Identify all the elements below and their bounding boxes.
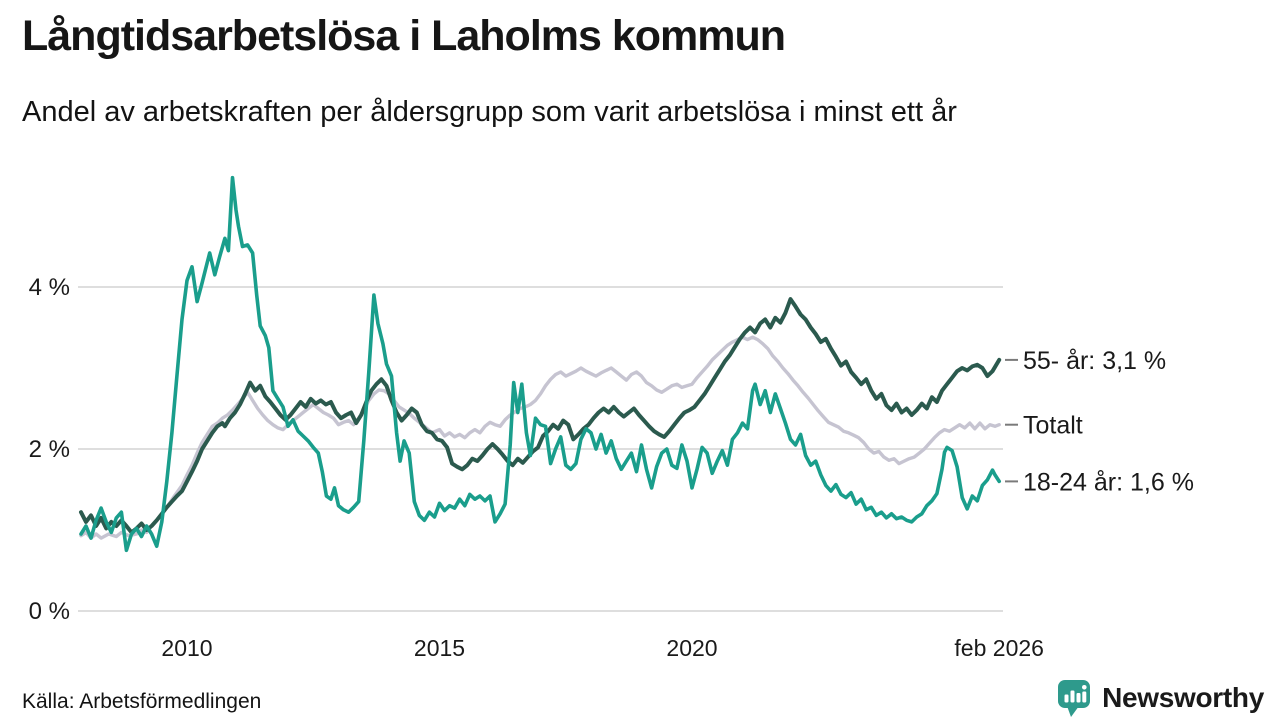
- x-tick-label: feb 2026: [954, 635, 1044, 661]
- brand-name: Newsworthy: [1102, 682, 1264, 713]
- gridlines: [78, 286, 1003, 612]
- series-end-label: Totalt: [1023, 412, 1083, 440]
- y-tick-label: 0 %: [29, 598, 70, 625]
- series-line-18-24-ar: [79, 175, 1002, 553]
- series-end-label: 55- år: 3,1 %: [1023, 347, 1166, 375]
- y-axis-labels: 0 % 2 % 4 %: [29, 274, 70, 625]
- series-lines: [79, 175, 1002, 553]
- bar-chart-speech-bubble-icon: [1058, 680, 1091, 717]
- series-end-label: 18-24 år: 1,6 %: [1023, 468, 1194, 496]
- page-title: Långtidsarbetslösa i Laholms kommun: [22, 12, 786, 60]
- y-tick-label: 2 %: [29, 436, 70, 463]
- chart-subtitle: Andel av arbetskraften per åldersgrupp s…: [22, 96, 957, 128]
- series-line-Totalt: [79, 335, 1001, 540]
- x-axis-labels: 2010 2015 2020 feb 2026: [161, 635, 1044, 661]
- series-end-labels: Totalt 55- år: 3,1 % 18-24 år: 1,6 %: [1005, 347, 1194, 496]
- x-tick-label: 2015: [414, 635, 465, 661]
- x-tick-label: 2020: [666, 635, 717, 661]
- series-line-55--ar: [79, 297, 1002, 535]
- y-tick-label: 4 %: [29, 274, 70, 301]
- brand-logo: Newsworthy: [1055, 678, 1264, 718]
- x-tick-label: 2010: [161, 635, 212, 661]
- source-note: Källa: Arbetsförmedlingen: [22, 690, 262, 713]
